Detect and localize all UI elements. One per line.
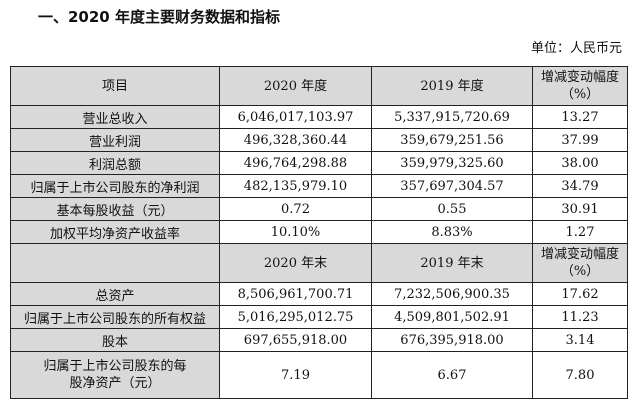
- header-cell: 2019 年度: [371, 66, 533, 106]
- value-cell: 37.99: [532, 128, 628, 152]
- value-cell: 676,395,918.00: [371, 328, 533, 352]
- value-cell: 359,979,325.60: [371, 151, 533, 175]
- value-cell: 5,016,295,012.75: [219, 305, 372, 329]
- value-cell: 697,655,918.00: [219, 328, 372, 352]
- table-row: 利润总额 496,764,298.88 359,979,325.60 38.00: [10, 151, 628, 175]
- value-cell: 7.19: [219, 351, 372, 399]
- value-cell: 357,697,304.57: [371, 174, 533, 198]
- value-cell: 0.72: [219, 197, 372, 221]
- header-cell: 2019 年末: [371, 243, 533, 283]
- value-cell: 496,328,360.44: [219, 128, 372, 152]
- value-cell: 7.80: [532, 351, 628, 399]
- value-cell: 4,509,801,502.91: [371, 305, 533, 329]
- header-row: 项目 2020 年度 2019 年度 增减变动幅度（%）: [10, 66, 628, 106]
- value-cell: 13.27: [532, 105, 628, 129]
- value-cell: 8,506,961,700.71: [219, 282, 372, 306]
- header-cell: [10, 243, 220, 283]
- header-row: 2020 年末 2019 年末 增减变动幅度（%）: [10, 243, 628, 283]
- value-cell: 1.27: [532, 220, 628, 244]
- value-cell: 0.55: [371, 197, 533, 221]
- value-cell: 6.67: [371, 351, 533, 399]
- table-row: 营业总收入 6,046,017,103.97 5,337,915,720.69 13.…: [10, 105, 628, 129]
- row-label: 归属于上市公司股东的每股净资产（元）: [10, 351, 220, 399]
- section-title: 一、2020 年度主要财务数据和指标: [38, 8, 280, 26]
- table-row: 总资产 8,506,961,700.71 7,232,506,900.35 17.62: [10, 282, 628, 306]
- table-row: 加权平均净资产收益率 10.10% 8.83% 1.27: [10, 220, 628, 244]
- value-cell: 8.83%: [371, 220, 533, 244]
- value-cell: 38.00: [532, 151, 628, 175]
- value-cell: 11.23: [532, 305, 628, 329]
- table-row: 归属于上市公司股东的所有权益 5,016,295,012.75 4,509,801,…: [10, 305, 628, 329]
- row-label: 股本: [10, 328, 220, 352]
- table-row: 营业利润 496,328,360.44 359,679,251.56 37.99: [10, 128, 628, 152]
- value-cell: 496,764,298.88: [219, 151, 372, 175]
- row-label: 加权平均净资产收益率: [10, 220, 220, 244]
- header-cell: 2020 年末: [219, 243, 372, 283]
- table-row: 归属于上市公司股东的净利润 482,135,979.10 357,697,304.5…: [10, 174, 628, 198]
- value-cell: 7,232,506,900.35: [371, 282, 533, 306]
- value-cell: 5,337,915,720.69: [371, 105, 533, 129]
- header-cell: 增减变动幅度（%）: [532, 243, 628, 283]
- table-row: 基本每股收益（元） 0.72 0.55 30.91: [10, 197, 628, 221]
- value-cell: 482,135,979.10: [219, 174, 372, 198]
- value-cell: 17.62: [532, 282, 628, 306]
- financial-table: 项目 2020 年度 2019 年度 增减变动幅度（%） 营业总收入 6,046,017,…: [10, 66, 628, 399]
- row-label: 利润总额: [10, 151, 220, 175]
- header-cell: 项目: [10, 66, 220, 106]
- header-cell: 增减变动幅度（%）: [532, 66, 628, 106]
- row-label: 总资产: [10, 282, 220, 306]
- row-label: 营业总收入: [10, 105, 220, 129]
- row-label: 营业利润: [10, 128, 220, 152]
- value-cell: 6,046,017,103.97: [219, 105, 372, 129]
- header-cell: 2020 年度: [219, 66, 372, 106]
- table-row: 归属于上市公司股东的每股净资产（元） 7.19 6.67 7.80: [10, 351, 628, 399]
- row-label: 基本每股收益（元）: [10, 197, 220, 221]
- unit-label: 单位：人民币元: [530, 41, 622, 56]
- value-cell: 10.10%: [219, 220, 372, 244]
- row-label: 归属于上市公司股东的所有权益: [10, 305, 220, 329]
- row-label: 归属于上市公司股东的净利润: [10, 174, 220, 198]
- value-cell: 34.79: [532, 174, 628, 198]
- value-cell: 30.91: [532, 197, 628, 221]
- value-cell: 3.14: [532, 328, 628, 352]
- value-cell: 359,679,251.56: [371, 128, 533, 152]
- table-row: 股本 697,655,918.00 676,395,918.00 3.14: [10, 328, 628, 352]
